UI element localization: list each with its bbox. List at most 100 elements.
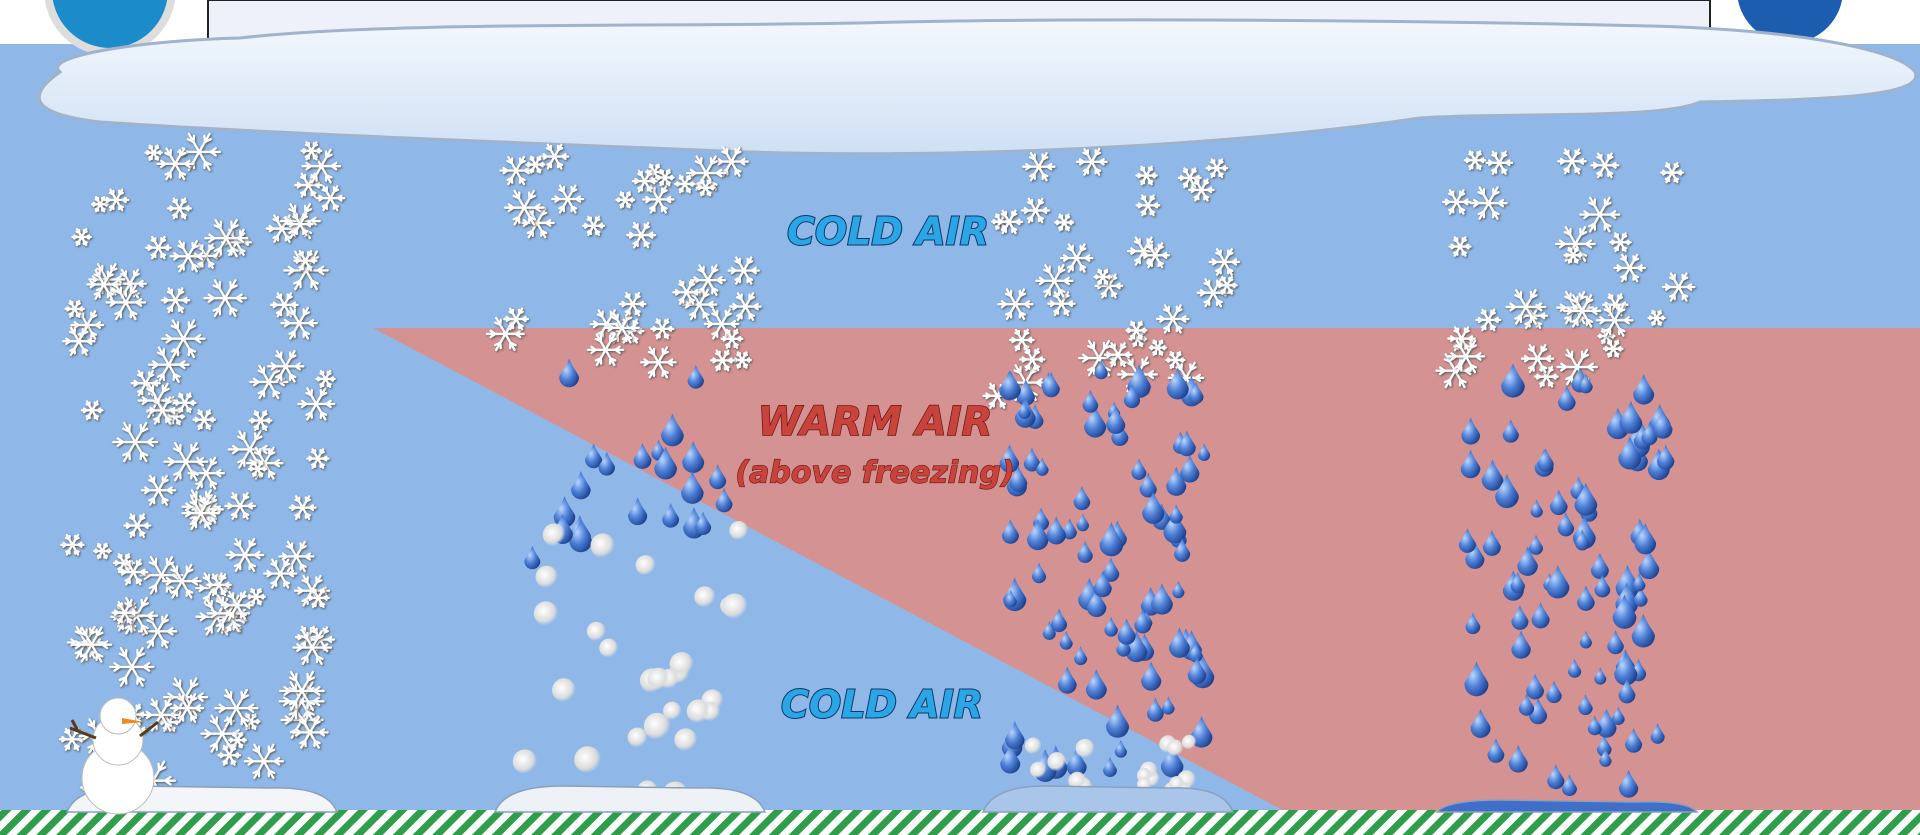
snowflake [1435,353,1476,389]
snowflake [695,178,716,197]
snowflake [86,269,122,300]
sleet-pellet [1075,738,1095,758]
sleet-pellet [1024,737,1042,755]
raindrop [654,446,677,480]
snowflake [291,716,329,749]
snowflake [1148,339,1168,356]
raindrop [1508,744,1528,773]
raindrop [1633,586,1648,607]
raindrop [1579,630,1592,649]
raindrop [569,519,593,553]
particles [58,132,1699,815]
snowflake [288,495,317,521]
raindrop [1123,384,1141,409]
raindrop [1106,704,1130,738]
raindrop [1027,518,1049,551]
raindrop [1131,458,1147,480]
raindrop [1168,627,1190,658]
raindrop [1139,472,1157,498]
snowflake [1557,148,1587,175]
snowflake [672,279,702,305]
raindrop [1502,419,1519,443]
snowflake [519,207,555,239]
raindrop [709,464,727,490]
raindrop [1531,602,1550,629]
snowflake [246,587,267,606]
raindrop [1653,410,1673,439]
raindrop [1596,708,1617,738]
snowflake [306,448,330,469]
label-cold-air-bottom: COLD AIR [781,683,983,727]
snowflake [1590,152,1620,179]
snowflake [727,256,761,285]
raindrop [687,365,704,389]
snowflake [315,369,336,389]
raindrop [1104,617,1118,637]
snowflake [109,646,155,687]
snowflake [1135,194,1161,217]
raindrop [1163,510,1187,544]
raindrop [1160,744,1184,778]
sleet-pellet [574,746,602,774]
sleet-pellet [722,593,748,619]
raindrop [524,545,541,570]
snowflake [147,346,190,383]
snowflake [1196,278,1230,308]
snowflake [163,442,209,482]
snowflake [551,184,585,214]
snowflake [64,299,86,319]
sleet-pellet [1047,752,1067,772]
raindrop [628,497,648,526]
snowflake [499,155,533,186]
raindrop [1464,661,1489,697]
cloud [37,18,1918,156]
raindrop [1625,728,1643,753]
raindrop [1461,417,1481,445]
raindrop [1594,667,1607,685]
snowflake [655,168,675,187]
ground [0,810,1920,835]
raindrop [1612,594,1637,629]
snowflake [1475,308,1502,332]
raindrop [1618,436,1642,470]
raindrop [1099,522,1124,557]
raindrop [1180,454,1200,483]
snowflake [217,744,242,766]
snowflake [1093,268,1113,286]
snowflake [80,400,104,421]
raindrop [633,443,652,469]
snowflake [156,147,195,181]
snowflake [1077,339,1120,377]
raindrop [1537,448,1554,472]
raindrop [1501,363,1525,398]
sleet-pellet [627,727,648,748]
raindrop [1094,359,1108,380]
snowflake [1020,197,1051,224]
snowman-nose [122,718,144,724]
raindrop [1102,557,1120,582]
snowflake [204,218,249,258]
raindrop [1657,444,1675,470]
sleet-pellet [590,533,615,558]
raindrop [1106,406,1126,434]
snowflake [173,392,197,414]
raindrop [1518,693,1535,716]
raindrop [1619,400,1643,434]
snowflake [539,143,570,170]
raindrop [1606,407,1629,440]
raindrop [1611,706,1625,726]
raindrop [1023,447,1041,472]
raindrop [1615,564,1640,600]
raindrop [1188,382,1204,404]
raindrop [1166,367,1189,400]
snowflake [1156,304,1190,334]
snowflake [1659,162,1684,184]
raindrop [1618,678,1636,704]
snowflake [146,396,179,425]
snowflake [1463,150,1487,171]
raindrop [661,413,684,447]
raindrop [1042,372,1060,398]
snowflake [140,474,177,506]
snowflake [1563,246,1583,264]
